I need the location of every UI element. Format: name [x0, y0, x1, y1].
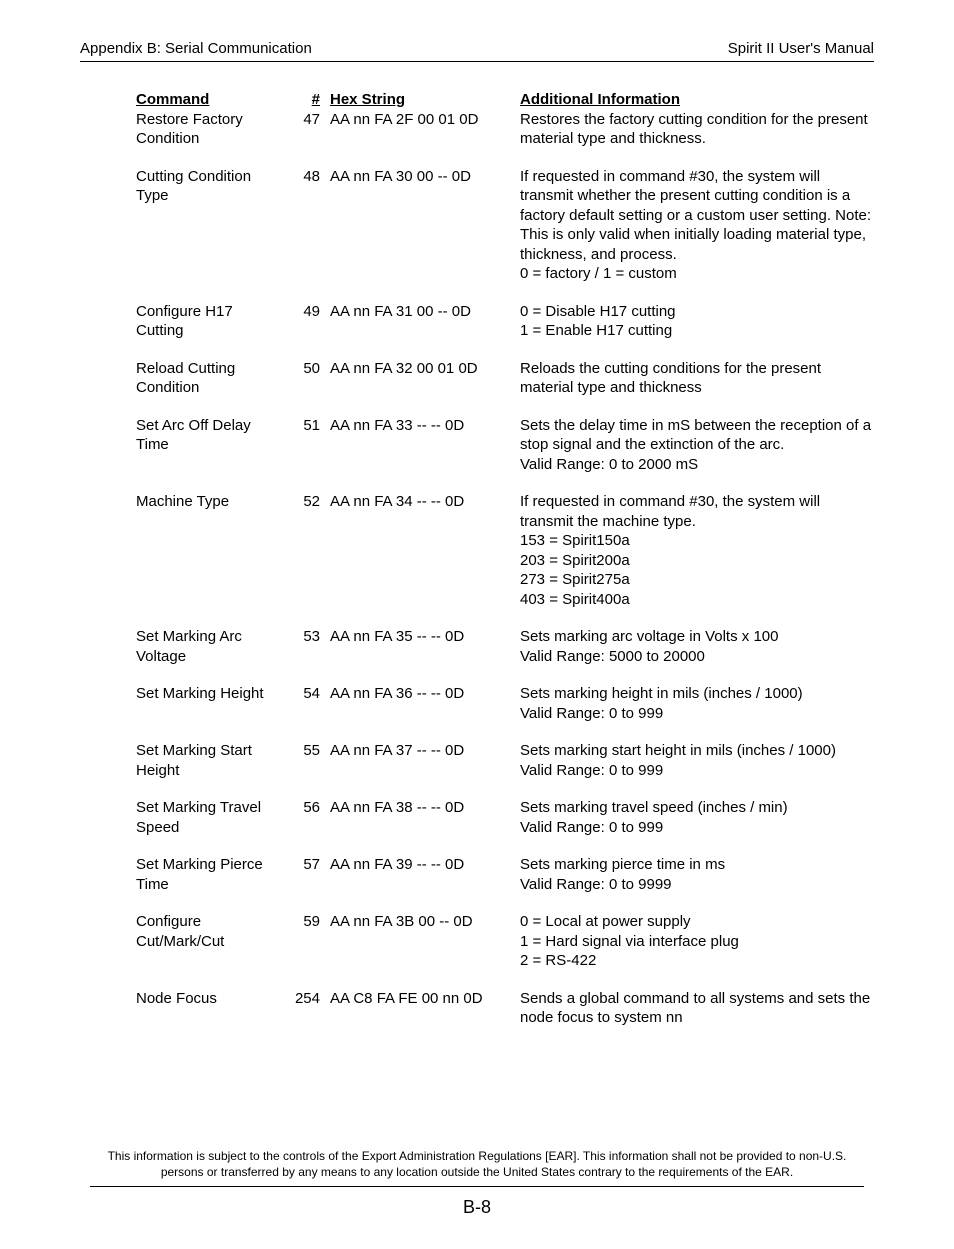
cell-hex: AA nn FA 38 -- -- 0D: [330, 798, 520, 837]
cell-command: Set Marking Start Height: [136, 741, 286, 780]
cell-info: 0 = Disable H17 cutting 1 = Enable H17 c…: [520, 302, 874, 341]
cell-command: Set Marking Pierce Time: [136, 855, 286, 894]
cell-info: Sets marking travel speed (inches / min)…: [520, 798, 874, 837]
cell-command: Restore Factory Condition: [136, 110, 286, 149]
cell-num: 53: [286, 627, 330, 666]
cell-num: 57: [286, 855, 330, 894]
table-row: Reload Cutting Condition50AA nn FA 32 00…: [136, 359, 874, 398]
header-left: Appendix B: Serial Communication: [80, 40, 312, 57]
page-header: Appendix B: Serial Communication Spirit …: [80, 40, 874, 62]
table-row: Node Focus254AA C8 FA FE 00 nn 0DSends a…: [136, 989, 874, 1028]
cell-command: Cutting Condition Type: [136, 167, 286, 284]
cell-num: 52: [286, 492, 330, 609]
cell-command: Set Marking Arc Voltage: [136, 627, 286, 666]
cell-hex: AA nn FA 35 -- -- 0D: [330, 627, 520, 666]
cell-num: 50: [286, 359, 330, 398]
cell-command: Set Marking Height: [136, 684, 286, 723]
table-row: Set Marking Travel Speed56AA nn FA 38 --…: [136, 798, 874, 837]
cell-info: Restores the factory cutting condition f…: [520, 110, 874, 149]
cell-info: 0 = Local at power supply 1 = Hard signa…: [520, 912, 874, 971]
cell-num: 48: [286, 167, 330, 284]
table-row: Restore Factory Condition47AA nn FA 2F 0…: [136, 110, 874, 149]
col-header-command: Command: [136, 90, 286, 110]
page: Appendix B: Serial Communication Spirit …: [0, 0, 954, 1249]
cell-hex: AA nn FA 33 -- -- 0D: [330, 416, 520, 475]
cell-hex: AA C8 FA FE 00 nn 0D: [330, 989, 520, 1028]
cell-info: Sets marking pierce time in ms Valid Ran…: [520, 855, 874, 894]
table-row: Set Marking Start Height55AA nn FA 37 --…: [136, 741, 874, 780]
table-row: Configure H17 Cutting49AA nn FA 31 00 --…: [136, 302, 874, 341]
cell-command: Configure H17 Cutting: [136, 302, 286, 341]
cell-hex: AA nn FA 34 -- -- 0D: [330, 492, 520, 609]
page-number: B-8: [90, 1195, 864, 1219]
cell-num: 47: [286, 110, 330, 149]
cell-hex: AA nn FA 3B 00 -- 0D: [330, 912, 520, 971]
cell-info: Sets marking height in mils (inches / 10…: [520, 684, 874, 723]
cell-num: 59: [286, 912, 330, 971]
cell-info: Sends a global command to all systems an…: [520, 989, 874, 1028]
col-header-hex: Hex String: [330, 90, 520, 110]
cell-num: 254: [286, 989, 330, 1028]
cell-hex: AA nn FA 37 -- -- 0D: [330, 741, 520, 780]
cell-command: Configure Cut/Mark/Cut: [136, 912, 286, 971]
cell-command: Reload Cutting Condition: [136, 359, 286, 398]
cell-num: 54: [286, 684, 330, 723]
col-header-info: Additional Information: [520, 90, 874, 110]
col-header-num: #: [286, 90, 330, 110]
cell-num: 49: [286, 302, 330, 341]
header-right: Spirit II User's Manual: [728, 40, 874, 57]
cell-command: Node Focus: [136, 989, 286, 1028]
cell-hex: AA nn FA 30 00 -- 0D: [330, 167, 520, 284]
cell-hex: AA nn FA 31 00 -- 0D: [330, 302, 520, 341]
cell-command: Set Marking Travel Speed: [136, 798, 286, 837]
cell-hex: AA nn FA 36 -- -- 0D: [330, 684, 520, 723]
command-table: Command # Hex String Additional Informat…: [80, 90, 874, 1028]
cell-command: Set Arc Off Delay Time: [136, 416, 286, 475]
table-row: Set Arc Off Delay Time51AA nn FA 33 -- -…: [136, 416, 874, 475]
footer-disclaimer: This information is subject to the contr…: [90, 1148, 864, 1180]
cell-hex: AA nn FA 2F 00 01 0D: [330, 110, 520, 149]
cell-hex: AA nn FA 32 00 01 0D: [330, 359, 520, 398]
table-row: Set Marking Arc Voltage53AA nn FA 35 -- …: [136, 627, 874, 666]
cell-num: 56: [286, 798, 330, 837]
table-row: Set Marking Height54AA nn FA 36 -- -- 0D…: [136, 684, 874, 723]
cell-info: Sets marking arc voltage in Volts x 100 …: [520, 627, 874, 666]
cell-info: If requested in command #30, the system …: [520, 492, 874, 609]
table-row: Set Marking Pierce Time57AA nn FA 39 -- …: [136, 855, 874, 894]
table-row: Configure Cut/Mark/Cut59AA nn FA 3B 00 -…: [136, 912, 874, 971]
cell-hex: AA nn FA 39 -- -- 0D: [330, 855, 520, 894]
table-header-row: Command # Hex String Additional Informat…: [136, 90, 874, 110]
cell-info: Reloads the cutting conditions for the p…: [520, 359, 874, 398]
cell-command: Machine Type: [136, 492, 286, 609]
page-footer: This information is subject to the contr…: [80, 1148, 874, 1220]
cell-info: If requested in command #30, the system …: [520, 167, 874, 284]
cell-info: Sets marking start height in mils (inche…: [520, 741, 874, 780]
cell-info: Sets the delay time in mS between the re…: [520, 416, 874, 475]
cell-num: 55: [286, 741, 330, 780]
table-row: Machine Type52AA nn FA 34 -- -- 0DIf req…: [136, 492, 874, 609]
table-row: Cutting Condition Type48AA nn FA 30 00 -…: [136, 167, 874, 284]
footer-rule: [90, 1186, 864, 1187]
cell-num: 51: [286, 416, 330, 475]
